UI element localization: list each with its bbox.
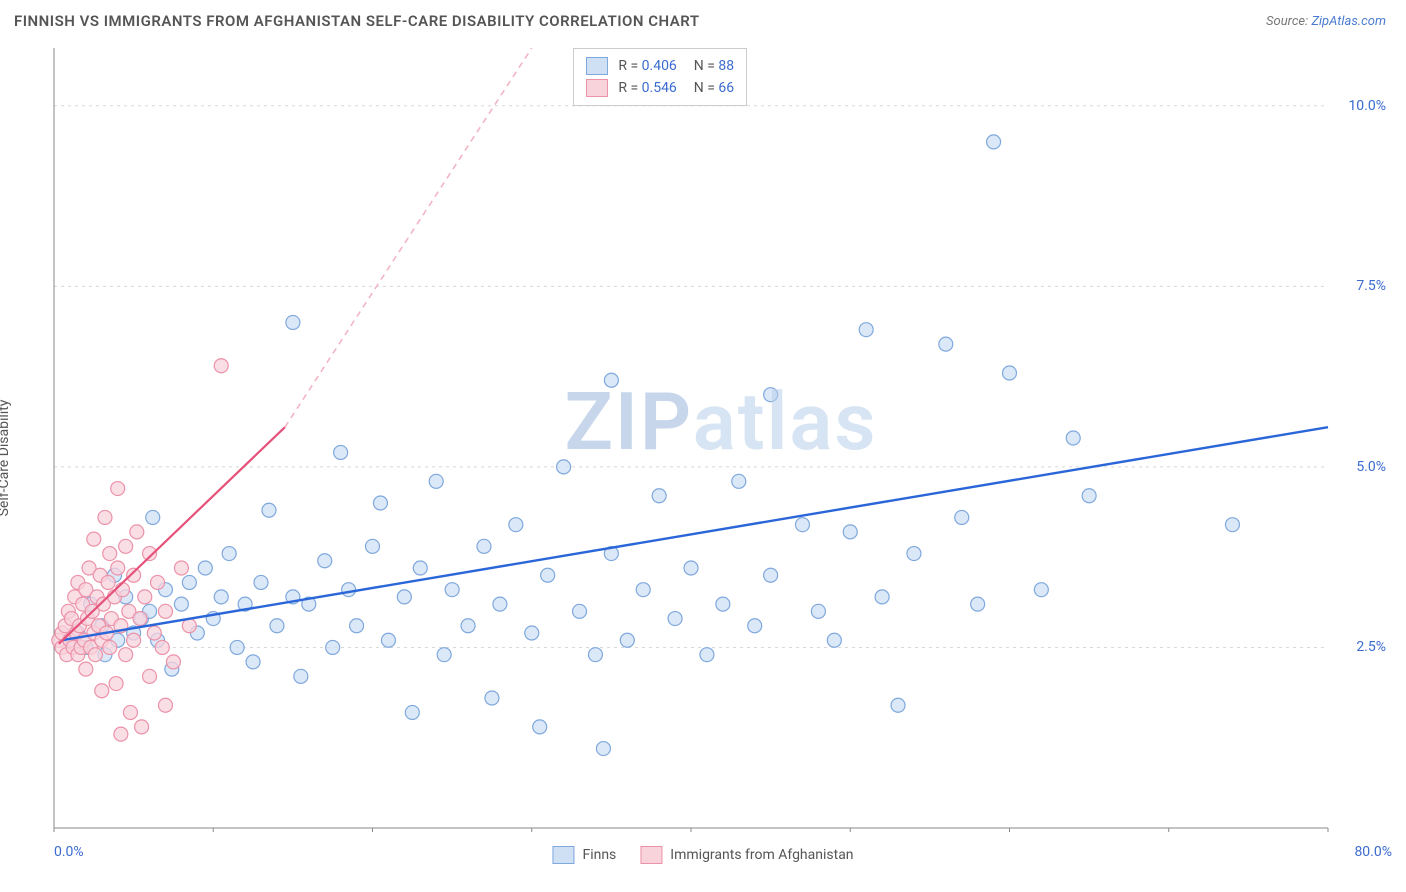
legend-item-afghan: Immigrants from Afghanistan <box>640 846 853 864</box>
legend-swatch-finns <box>552 846 574 864</box>
x-tick-label: 80.0% <box>1354 844 1392 860</box>
chart-title: FINNISH VS IMMIGRANTS FROM AFGHANISTAN S… <box>14 12 700 30</box>
legend-label-afghan: Immigrants from Afghanistan <box>670 847 853 863</box>
legend-n-stat: N = 88 <box>687 58 734 74</box>
chart-header: FINNISH VS IMMIGRANTS FROM AFGHANISTAN S… <box>0 0 1406 38</box>
y-axis-label: Self-Care Disability <box>0 400 12 517</box>
legend-row-afghan: R = 0.546 N = 66 <box>586 77 734 99</box>
legend-swatch-afghan <box>640 846 662 864</box>
legend-swatch-icon <box>586 79 608 97</box>
scatter-plot-svg <box>50 44 1392 832</box>
legend-r-stat: R = 0.546 <box>618 80 676 96</box>
legend-row-finns: R = 0.406 N = 88 <box>586 55 734 77</box>
legend-r-stat: R = 0.406 <box>618 58 676 74</box>
chart-container: Self-Care Disability ZIPatlas R = 0.406 … <box>14 44 1392 872</box>
legend-item-finns: Finns <box>552 846 616 864</box>
source-prefix: Source: <box>1266 14 1311 29</box>
legend-label-finns: Finns <box>582 847 616 863</box>
legend-swatch-icon <box>586 57 608 75</box>
source-link[interactable]: ZipAtlas.com <box>1311 14 1386 29</box>
plot-area: ZIPatlas R = 0.406 N = 88R = 0.546 N = 6… <box>50 44 1392 832</box>
source-attribution: Source: ZipAtlas.com <box>1266 14 1386 29</box>
x-tick-label: 0.0% <box>54 844 84 860</box>
legend-n-stat: N = 66 <box>687 80 734 96</box>
correlation-legend: R = 0.406 N = 88R = 0.546 N = 66 <box>573 48 747 106</box>
series-legend: Finns Immigrants from Afghanistan <box>552 846 853 864</box>
